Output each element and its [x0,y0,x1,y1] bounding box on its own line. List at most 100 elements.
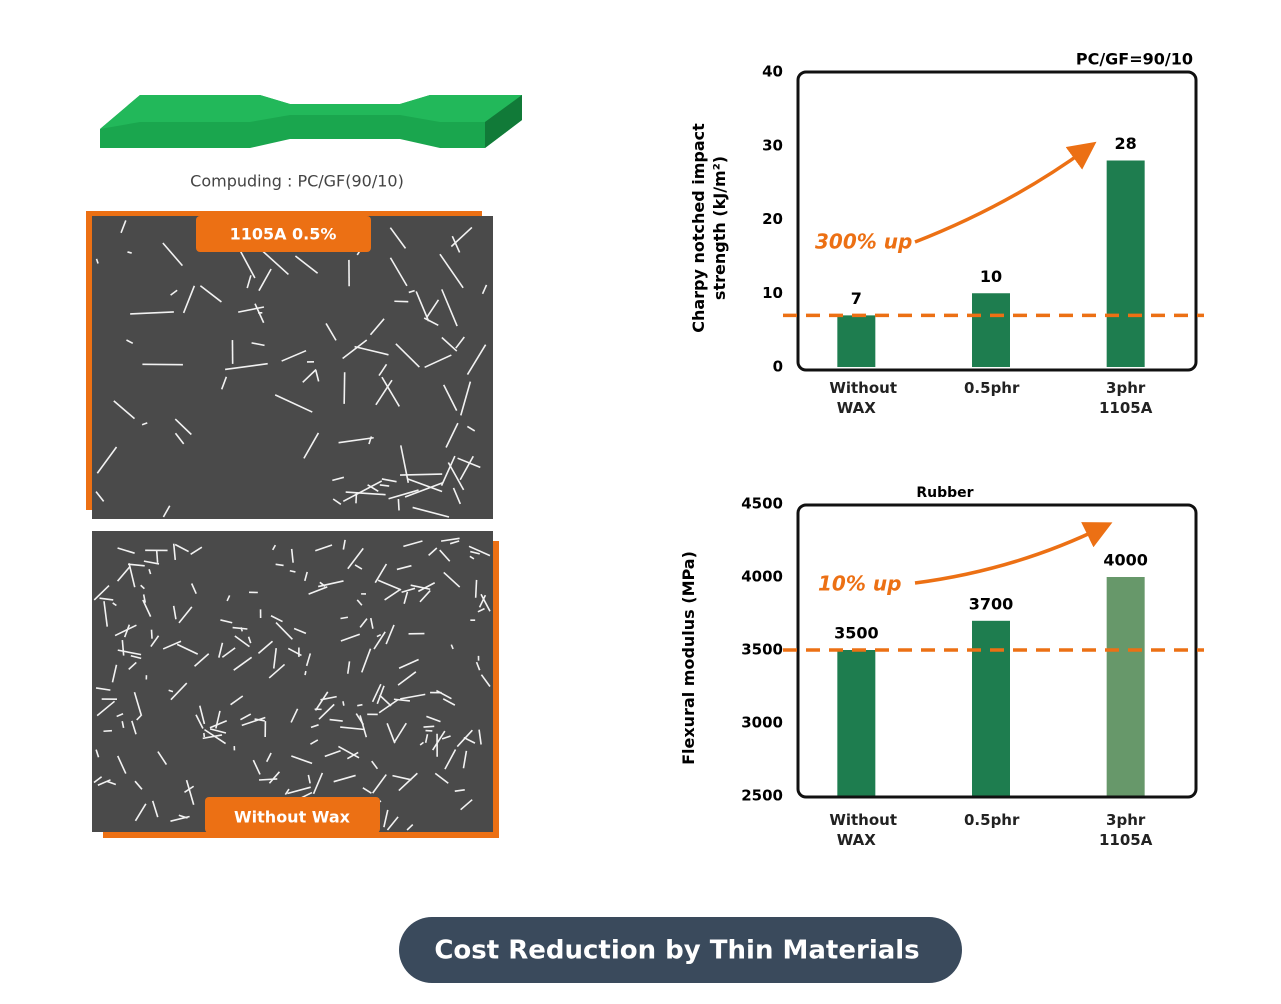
y-tick-label: 30 [762,136,783,154]
fiber [396,564,412,571]
fiber [478,594,487,608]
fiber [116,566,131,582]
specimen-side [485,95,522,148]
y-tick-label: 4000 [741,568,783,586]
fiber [434,772,449,784]
fiber [423,317,439,327]
fiber [451,235,461,253]
fiber [441,289,458,327]
fiber [142,599,152,617]
fiber [268,663,286,679]
fiber [412,506,450,518]
fiber [284,788,290,796]
fiber [466,344,487,375]
fiber [304,571,308,582]
fiber [274,394,313,413]
fiber [199,285,222,303]
fiber [423,725,435,728]
fiber [136,715,142,721]
fiber [452,487,462,505]
fiber [439,549,451,562]
fiber [397,498,400,511]
fiber [271,544,277,551]
fiber [450,644,454,650]
fiber [220,376,228,390]
fiber [312,772,324,795]
fiber [96,446,118,474]
fiber [302,368,317,383]
y-axis-label: Flexural modulus (MPa) [679,551,698,765]
fiber [190,546,203,555]
y-tick-label: 4500 [741,495,783,513]
fiber [103,729,112,733]
fiber [345,491,386,496]
fiber [406,823,414,831]
annotation: 300% up [815,230,912,254]
micrograph [92,531,493,832]
y-tick-label: 10 [762,284,783,302]
fiber [449,540,460,545]
fiber [97,779,111,786]
fiber [454,789,465,793]
fiber [224,362,268,371]
fiber [340,616,349,620]
fiber [359,618,368,628]
fiber [431,730,446,751]
x-tick-label: 3phr 1105A [1098,379,1153,417]
fiber [221,647,236,658]
fiber [381,478,397,483]
fiber [241,716,266,727]
y-tick-label: 2500 [741,787,783,805]
fiber [155,550,159,563]
fiber [419,590,431,603]
fiber [162,640,182,650]
x-tick-label: 0.5phr [964,811,1020,829]
fiber [466,425,476,432]
fiber [332,498,342,505]
x-tick-label: 3phr 1105A [1098,811,1153,849]
fiber [460,381,472,416]
fiber [354,345,389,356]
fiber [265,752,272,763]
fiber [424,354,452,369]
fiber [359,715,368,738]
fiber [133,691,143,717]
fiber [230,695,244,706]
fiber [209,720,228,729]
fiber [95,687,111,691]
fiber [116,713,124,718]
fiber [113,400,136,420]
fiber [417,582,436,593]
footer-button[interactable] [399,917,962,983]
fiber [93,776,103,784]
fiber [408,289,415,294]
fiber [424,733,429,743]
fiber [112,602,117,607]
fiber [150,629,153,639]
fiber [194,653,210,667]
fiber [474,579,478,598]
fiber [400,693,426,700]
fiber [470,550,480,555]
fiber [443,571,461,588]
fiber [342,480,383,502]
fiber [95,749,100,758]
fiber [314,369,320,382]
fiber [308,586,328,595]
value-label: 3700 [969,594,1014,613]
fiber [356,599,363,606]
fiber [117,547,135,554]
fiber [346,661,351,674]
fiber [439,253,464,289]
fiber [117,649,142,656]
fiber [393,722,407,743]
fiber [378,699,399,714]
fiber [254,718,265,722]
fiber [415,291,430,322]
fiber [480,674,491,687]
fiber [128,563,136,588]
fiber [372,774,387,794]
fiber [272,648,278,669]
fiber [176,643,199,655]
fiber [469,555,475,560]
